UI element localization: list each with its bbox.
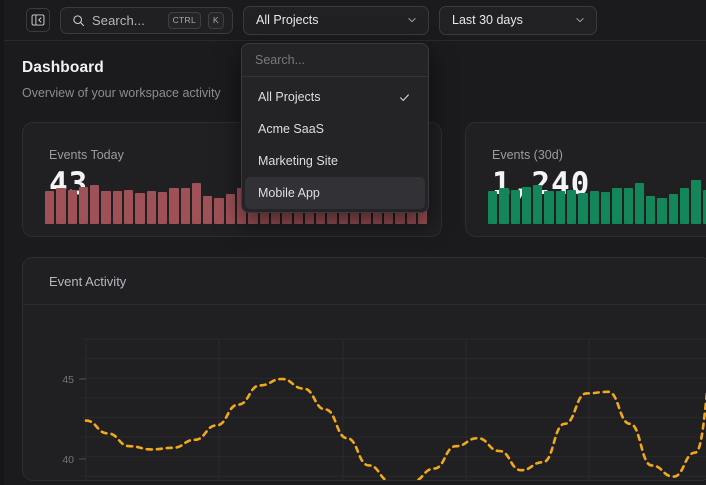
y-axis-tick-label: 40 [62,454,74,466]
search-input[interactable]: Search... CTRL K [60,6,233,34]
panel-collapse-icon [31,14,45,26]
sparkline-bar [225,194,236,224]
sidebar-toggle-button[interactable] [26,8,50,32]
dropdown-search-input[interactable]: Search... [242,44,428,77]
sparkline-bars [488,180,706,224]
page-title: Dashboard [22,59,104,76]
search-kbd-key: K [208,11,224,29]
sparkline-bar [634,182,645,224]
top-bar: Search... CTRL K All Projects Last 30 da… [4,0,706,41]
sparkline-bar [67,189,77,224]
event-activity-panel: Event Activity 45 40 [22,257,706,481]
dropdown-option-label: Marketing Site [258,154,338,168]
sparkline-bar [45,190,55,224]
sparkline-bar [680,188,690,224]
project-filter-value: All Projects [256,13,319,27]
sparkline-bar [555,191,566,224]
dropdown-option-all-projects[interactable]: All Projects [245,81,425,113]
dropdown-option-label: All Projects [258,90,321,104]
sparkline-bar [112,191,123,224]
dropdown-option-acme-saas[interactable]: Acme SaaS [245,113,425,145]
chart-line-series [84,377,706,480]
sparkline-bar [612,188,622,224]
dropdown-option-list: All Projects Acme SaaS Marketing Site Mobil… [242,77,428,212]
page-subtitle: Overview of your workspace activity [22,86,221,100]
sparkline-bar [646,195,656,224]
sparkline-bar [135,192,145,224]
sparkline-bar [589,191,599,224]
sparkline-bar [203,195,213,224]
panel-header: Event Activity [23,258,706,305]
sparkline-bar [214,197,224,224]
sparkline-bar [157,191,168,224]
sparkline-bar [702,189,706,224]
stat-label: Events (30d) [492,148,563,162]
date-range-value: Last 30 days [452,13,523,27]
sparkline-bar [691,180,701,224]
search-icon [73,14,85,26]
sparkline-bar [191,182,202,224]
event-activity-chart: 45 40 [62,338,706,480]
sparkline-bar [56,188,66,224]
sparkline-bar [101,190,111,224]
sparkline-bar [124,189,134,224]
dropdown-search-placeholder: Search... [255,53,306,67]
panel-title: Event Activity [49,273,127,289]
stat-card-events-30d: Events (30d) 1,240 [465,122,706,237]
sparkline-bar [488,190,498,224]
sparkline-bar [510,189,520,224]
check-icon [400,93,409,101]
chart-area: 45 40 [23,305,706,480]
sparkline-bar [90,184,100,224]
dropdown-option-label: Mobile App [258,186,320,200]
sparkline-bar [578,192,588,224]
sparkline-bar [657,197,667,224]
sparkline-bar [499,188,509,224]
stat-label: Events Today [49,148,124,162]
sparkline-bar [282,202,292,224]
sparkline-bar [521,187,532,224]
chevron-down-icon [576,18,584,23]
dropdown-option-mobile-app[interactable]: Mobile App [245,177,425,209]
sparkline-bar [567,189,577,224]
collapsed-sidebar-edge [0,0,4,485]
chevron-down-icon [408,18,416,23]
date-range-select[interactable]: Last 30 days [439,5,597,35]
search-kbd-mod: CTRL [167,11,202,29]
project-filter-dropdown: Search... All Projects Acme SaaS Marketing… [241,43,429,213]
sparkline-bar [668,194,679,224]
dropdown-option-marketing-site[interactable]: Marketing Site [245,145,425,177]
sparkline-bar [169,188,179,224]
dropdown-option-label: Acme SaaS [258,122,325,136]
sparkline-bar [180,187,190,224]
sparkline-bar [78,187,89,224]
sparkline-bar [146,191,156,224]
sparkline-bar [544,190,554,224]
sparkline-bar [533,184,543,224]
y-axis-tick-label: 45 [62,374,74,386]
project-filter-select[interactable]: All Projects [243,5,429,35]
content-column: Search... CTRL K All Projects Last 30 da… [4,0,706,485]
sparkline-bar [600,191,611,224]
search-placeholder: Search... [92,12,145,28]
sparkline-bar [623,187,633,224]
